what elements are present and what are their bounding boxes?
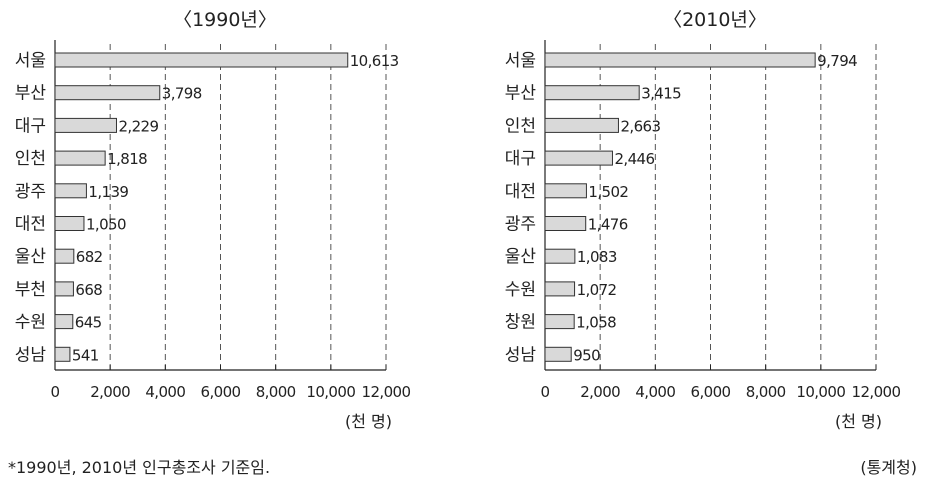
chart-2010: 〈2010년〉 0 2,000 4,000 6,000 8,000 10,000 12,000…	[505, 9, 901, 431]
x-tick-label: 12,000	[852, 383, 901, 401]
unit-label: (천 명)	[345, 412, 392, 431]
x-tick-label: 10,000	[306, 383, 355, 401]
bar	[54, 346, 71, 362]
value-label: 1,083	[577, 248, 617, 266]
value-label: 682	[76, 248, 103, 266]
value-label: 668	[75, 281, 102, 299]
category-label: 부산	[505, 84, 537, 104]
value-label: 645	[75, 314, 102, 332]
x-tick-label: 8,000	[746, 383, 786, 401]
bar	[54, 85, 161, 101]
footnote: *1990년, 2010년 인구총조사 기준임.	[8, 458, 271, 477]
category-label: 대전	[15, 215, 46, 235]
x-tick-label: 12,000	[362, 383, 411, 401]
x-tick-label: 6,000	[691, 383, 731, 401]
category-label: 광주	[15, 182, 46, 202]
category-label: 인천	[15, 149, 46, 169]
bar	[544, 85, 640, 101]
category-label: 부천	[15, 280, 46, 300]
category-label: 인천	[505, 116, 536, 136]
x-tick-label: 2,000	[90, 383, 130, 401]
bar	[54, 216, 85, 231]
category-label: 성남	[505, 345, 537, 365]
unit-label: (천 명)	[835, 412, 882, 431]
chart-1990: 〈1990년〉 0 2,000 4,000 6,000 8,000 10,000 12,000…	[15, 9, 411, 431]
value-label: 950	[573, 346, 600, 364]
bar	[544, 314, 575, 330]
category-label: 광주	[505, 215, 536, 235]
value-label: 1,058	[576, 314, 616, 332]
chart-title: 〈1990년〉	[173, 9, 277, 31]
bar	[54, 281, 74, 297]
bar	[54, 52, 349, 68]
bar	[544, 117, 619, 133]
bar	[54, 314, 74, 330]
category-label: 수원	[15, 313, 46, 333]
source-label: (통계청)	[860, 458, 917, 477]
x-tick-label: 2,000	[580, 383, 620, 401]
bar	[54, 248, 75, 264]
value-label: 541	[72, 346, 99, 364]
bar	[544, 216, 587, 231]
x-tick-label: 10,000	[796, 383, 845, 401]
category-label: 부산	[15, 84, 47, 104]
bar	[54, 150, 106, 166]
value-label: 10,613	[350, 52, 399, 70]
value-label: 2,229	[118, 117, 158, 135]
value-label: 3,415	[641, 85, 681, 103]
value-label: 1,139	[88, 183, 128, 201]
bar	[544, 150, 613, 166]
category-label: 서울	[505, 51, 536, 71]
category-label: 수원	[505, 280, 536, 300]
category-label: 대전	[505, 182, 536, 202]
value-label: 1,818	[107, 150, 147, 168]
value-label: 1,050	[86, 216, 126, 234]
category-label: 대구	[505, 149, 536, 169]
chart-title: 〈2010년〉	[663, 9, 767, 31]
category-label: 성남	[15, 345, 47, 365]
bar	[544, 52, 816, 68]
value-label: 3,798	[162, 85, 202, 103]
x-tick-label: 4,000	[145, 383, 185, 401]
value-label: 1,502	[588, 183, 628, 201]
category-label: 울산	[15, 247, 47, 267]
value-label: 2,663	[620, 117, 660, 135]
category-label: 울산	[505, 247, 537, 267]
category-label: 대구	[15, 116, 46, 136]
bar	[544, 183, 587, 199]
category-label: 서울	[15, 51, 46, 71]
value-label: 2,446	[614, 150, 654, 168]
x-tick-label: 8,000	[256, 383, 296, 401]
bar	[54, 183, 87, 199]
value-label: 1,476	[588, 216, 628, 234]
category-label: 창원	[505, 313, 536, 333]
x-tick-label: 4,000	[635, 383, 675, 401]
x-tick-label: 0	[51, 383, 60, 401]
value-label: 9,794	[817, 52, 857, 70]
bar	[544, 248, 576, 264]
value-label: 1,072	[577, 281, 617, 299]
bar	[544, 281, 576, 297]
x-tick-label: 0	[541, 383, 550, 401]
x-tick-label: 6,000	[201, 383, 241, 401]
bar	[54, 117, 117, 133]
bar	[544, 346, 572, 362]
